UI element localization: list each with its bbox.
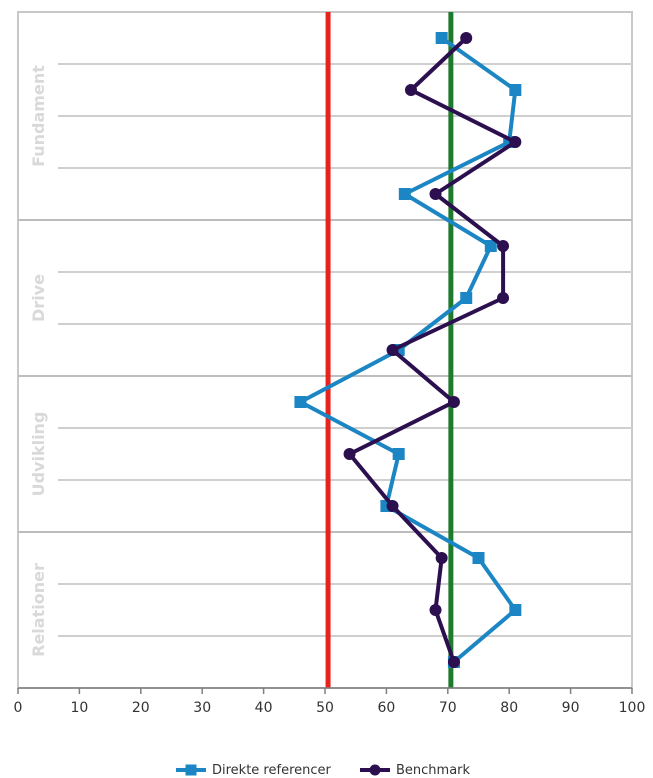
legend-square-marker [185, 764, 197, 776]
data-point-benchmark [435, 552, 448, 564]
group-label-drive: Drive [29, 274, 48, 322]
data-point-direkte-referencer [509, 604, 522, 616]
x-tick-label: 70 [439, 700, 457, 716]
data-point-benchmark [429, 604, 442, 616]
group-label-relationer: Relationer [29, 563, 48, 657]
x-tick-label: 30 [193, 700, 211, 716]
series-lines [294, 32, 522, 668]
legend-circle-marker [369, 764, 381, 776]
data-point-benchmark [460, 32, 473, 44]
data-point-direkte-referencer [460, 292, 473, 304]
group-label-fundament: Fundament [29, 65, 48, 167]
data-point-direkte-referencer [435, 32, 448, 44]
x-tick-label: 100 [619, 700, 646, 716]
x-tick-label: 60 [377, 700, 395, 716]
data-point-direkte-referencer [294, 396, 307, 408]
data-point-benchmark [429, 188, 442, 200]
x-tick-label: 10 [70, 700, 88, 716]
x-axis-ticks: 0 10 20 30 40 50 60 70 80 90 100 [14, 688, 646, 716]
x-tick-label: 40 [255, 700, 273, 716]
grid-lines [18, 63, 632, 637]
x-tick-label: 50 [316, 700, 334, 716]
data-point-direkte-referencer [398, 188, 411, 200]
data-point-benchmark [447, 656, 460, 668]
reference-lines [325, 12, 454, 688]
x-tick-label: 80 [500, 700, 518, 716]
legend: Direkte referencer Benchmark [176, 763, 471, 778]
data-point-benchmark [497, 292, 510, 304]
data-point-direkte-referencer [392, 448, 405, 460]
legend-label-benchmark: Benchmark [396, 763, 471, 778]
data-point-direkte-referencer [484, 240, 497, 252]
data-point-direkte-referencer [509, 84, 522, 96]
data-point-benchmark [386, 500, 399, 512]
group-label-udvikling: Udvikling [29, 412, 48, 497]
x-tick-label: 20 [132, 700, 150, 716]
data-point-benchmark [497, 240, 510, 252]
x-tick-label: 90 [562, 700, 580, 716]
group-labels: Fundament Drive Udvikling Relationer [29, 65, 48, 657]
data-point-benchmark [404, 84, 417, 96]
data-point-direkte-referencer [472, 552, 485, 564]
legend-item-benchmark: Benchmark [360, 763, 471, 778]
x-tick-label: 0 [14, 700, 23, 716]
data-point-benchmark [447, 396, 460, 408]
data-point-benchmark [343, 448, 356, 460]
data-point-benchmark [509, 136, 522, 148]
legend-label-direkte-referencer: Direkte referencer [212, 763, 332, 778]
legend-item-direkte-referencer: Direkte referencer [176, 763, 332, 778]
data-point-benchmark [386, 344, 399, 356]
plot-frame [17, 11, 633, 689]
